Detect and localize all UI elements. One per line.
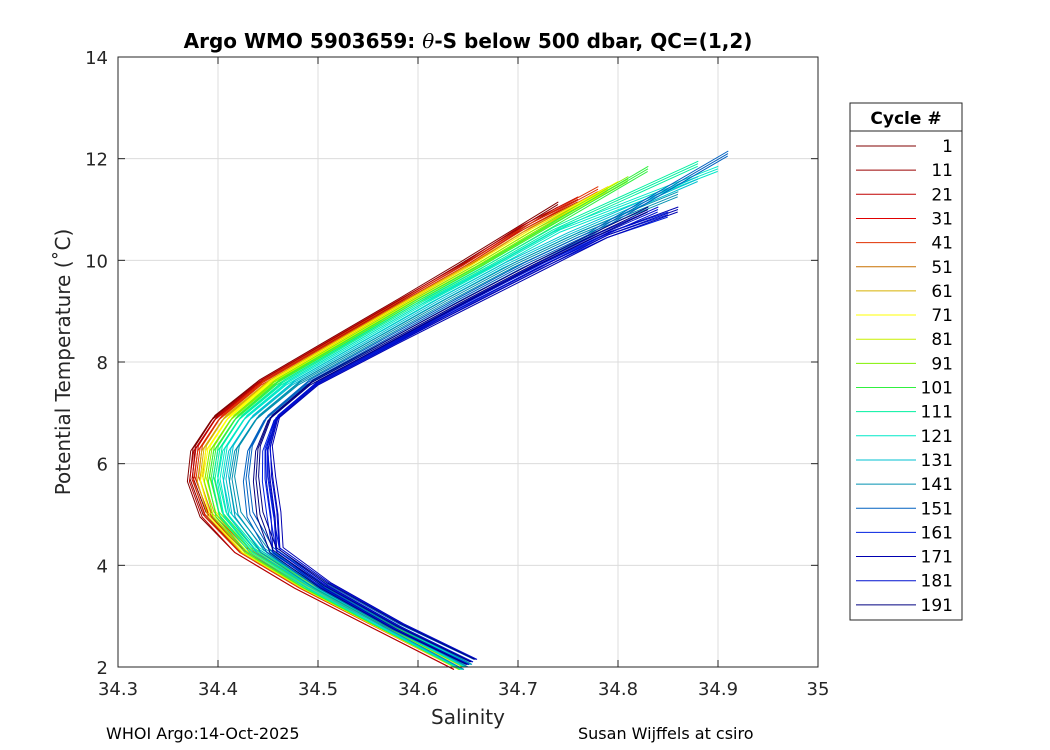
series-line-cycle-191 (258, 206, 649, 660)
series-line-cycle-191 (255, 209, 649, 663)
y-tick-label: 4 (97, 556, 108, 577)
y-axis-ticks: 2 4 6 8 10 12 14 (85, 48, 818, 679)
x-tick-label: 34.8 (598, 679, 638, 700)
legend-entry-label: 111 (921, 403, 953, 423)
legend-entry-label: 91 (931, 354, 953, 374)
series-line-cycle-111 (217, 160, 699, 665)
y-tick-label: 12 (85, 150, 108, 171)
legend-entries: 1112131415161718191101111121131141151161… (856, 137, 953, 616)
x-tick-label: 34.6 (398, 679, 438, 700)
legend-entry-label: 31 (931, 209, 953, 229)
x-tick-label: 34.3 (98, 679, 138, 700)
x-tick-label: 34.9 (698, 679, 738, 700)
series-line-cycle-181 (269, 206, 659, 660)
x-axis-ticks: 34.3 34.4 34.5 34.6 34.7 34.8 34.9 35 (98, 57, 829, 700)
legend: Cycle # 11121314151617181911011111211311… (849, 102, 963, 621)
series-line-cycle-121 (222, 165, 719, 665)
legend-entry-label: 171 (921, 548, 953, 568)
footer-credit-right: Susan Wijffels at csiro (578, 724, 754, 743)
legend-entry-label: 71 (931, 306, 953, 326)
y-tick-label: 14 (85, 48, 108, 69)
legend-entry-label: 141 (921, 475, 953, 495)
legend-box (849, 102, 963, 621)
legend-entry-label: 121 (921, 427, 953, 447)
title-prefix: Argo WMO 5903659: (184, 29, 423, 53)
legend-entry-label: 81 (931, 330, 953, 350)
legend-entry-label: 131 (921, 451, 953, 471)
y-tick-label: 8 (97, 353, 108, 374)
series-line-cycle-171 (271, 206, 679, 660)
legend-entry-label: 1 (942, 137, 953, 157)
x-axis-label: Salinity (431, 705, 505, 729)
legend-entry-label: 61 (931, 282, 953, 302)
legend-entry-label: 191 (921, 596, 953, 616)
legend-entry-label: 11 (931, 161, 953, 181)
y-tick-label: 6 (97, 455, 108, 476)
y-tick-label: 10 (85, 251, 108, 272)
legend-entry-label: 161 (921, 523, 953, 543)
legend-title: Cycle # (870, 109, 941, 129)
legend-entry-label: 21 (931, 185, 953, 205)
y-axis-label: Potential Temperature (˚C) (51, 229, 75, 496)
series-group (186, 150, 729, 670)
series-line-cycle-171 (267, 211, 678, 665)
title-suffix: -S below 500 dbar, QC=(1,2) (434, 29, 752, 53)
x-tick-label: 34.5 (298, 679, 338, 700)
series-line-cycle-181 (265, 211, 658, 665)
legend-entry-label: 101 (921, 379, 953, 399)
y-tick-label: 2 (97, 658, 108, 679)
series-line-cycle-91 (209, 176, 629, 665)
x-tick-label: 34.4 (198, 679, 238, 700)
series-line-cycle-191 (252, 211, 648, 665)
legend-entry-label: 51 (931, 258, 953, 278)
footer-credit-left: WHOI Argo:14-Oct-2025 (106, 724, 300, 743)
x-tick-label: 34.7 (498, 679, 538, 700)
legend-entry-label: 151 (921, 499, 953, 519)
x-tick-label: 35 (807, 679, 830, 700)
legend-entry-label: 41 (931, 234, 953, 254)
series-line-cycle-181 (267, 209, 659, 663)
title-theta: θ (422, 29, 434, 53)
legend-entry-label: 181 (921, 572, 953, 592)
chart-title: Argo WMO 5903659: θ-S below 500 dbar, QC… (184, 29, 753, 53)
